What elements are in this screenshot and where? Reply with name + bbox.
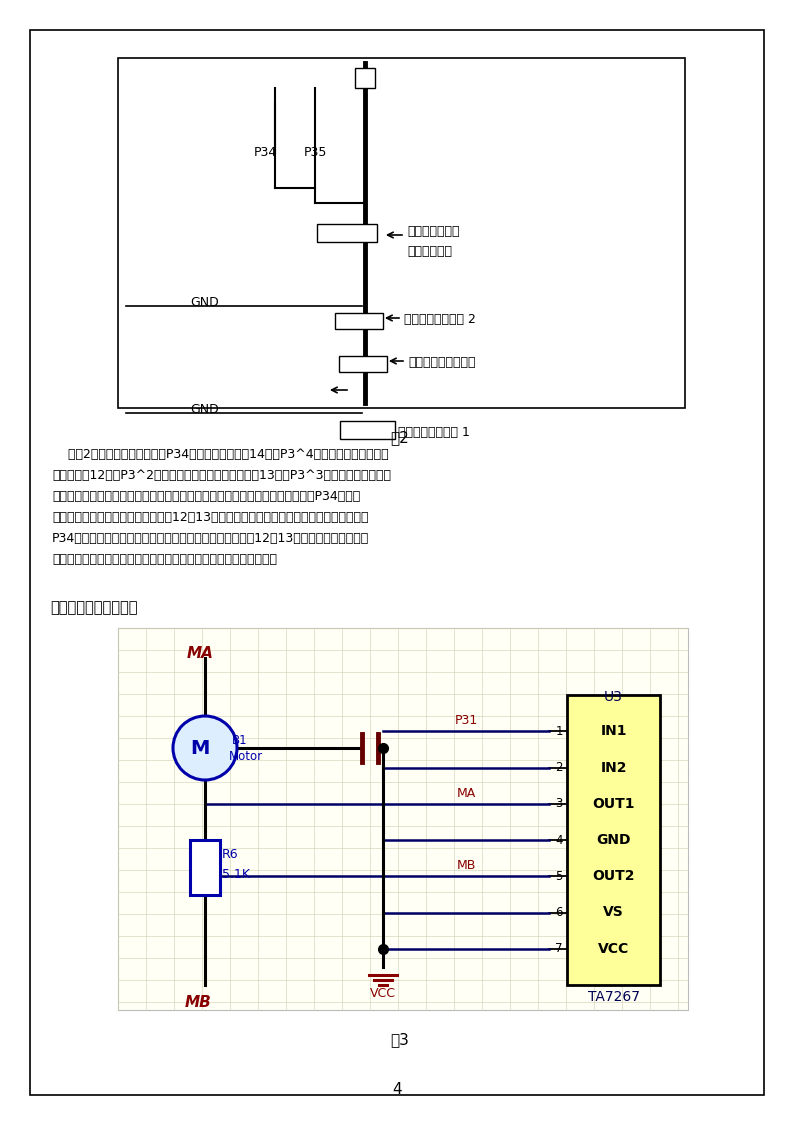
- Text: 与地连通，输入恒为高电平，单片机12和13脚输出为高电平；当水位上升到警戒线以上时，: 与地连通，输入恒为高电平，单片机12和13脚输出为高电平；当水位上升到警戒线以上…: [52, 511, 368, 524]
- Text: P34: P34: [253, 146, 276, 159]
- Text: 4: 4: [392, 1081, 402, 1097]
- Text: P31: P31: [454, 714, 478, 728]
- Text: TA7267: TA7267: [588, 990, 639, 1004]
- Text: IN1: IN1: [600, 724, 626, 738]
- Text: OUT2: OUT2: [592, 869, 634, 884]
- Text: M: M: [191, 739, 210, 758]
- Text: R6: R6: [222, 848, 239, 861]
- Text: U3: U3: [604, 690, 623, 704]
- Text: 源蜂鸣器和发光二极管两端产生电压降，蜂鸣器报警，二极管发光。: 源蜂鸣器和发光二极管两端产生电压降，蜂鸣器报警，二极管发光。: [52, 553, 277, 566]
- Text: 4: 4: [556, 833, 563, 847]
- Circle shape: [173, 716, 237, 780]
- Text: 3: 3: [556, 797, 563, 811]
- Bar: [118, 628, 688, 1010]
- Text: 水泵工作警戒线: 水泵工作警戒线: [407, 225, 460, 238]
- Text: 1: 1: [556, 724, 563, 738]
- Text: 6: 6: [556, 906, 563, 919]
- Text: 图3: 图3: [391, 1032, 410, 1047]
- Text: MA: MA: [457, 787, 476, 800]
- Text: 随水位变动的浮子 1: 随水位变动的浮子 1: [398, 426, 470, 439]
- Text: P35: P35: [303, 146, 326, 159]
- Text: VS: VS: [603, 905, 624, 920]
- Text: MB: MB: [457, 859, 476, 873]
- Text: 警戒线（固定挡板）: 警戒线（固定挡板）: [408, 356, 476, 369]
- Text: 随水位变动的浮子 2: 随水位变动的浮子 2: [404, 313, 476, 326]
- Text: GND: GND: [190, 403, 219, 416]
- Text: 图2: 图2: [391, 430, 410, 445]
- Text: GND: GND: [596, 833, 630, 847]
- Bar: [317, 223, 377, 241]
- Text: 单片机的第12脚（P3^2口，外部中断请求输入端）和第13脚（P3^3口，外部中断请求输: 单片机的第12脚（P3^2口，外部中断请求输入端）和第13脚（P3^3口，外部中…: [52, 469, 391, 482]
- Text: B1: B1: [232, 734, 248, 747]
- Text: 入端）分别接上发光二极管控制电路和蜂鸣器控制电路。当水位低于警戒线时，P34口没有: 入端）分别接上发光二极管控制电路和蜂鸣器控制电路。当水位低于警戒线时，P34口没…: [52, 490, 360, 503]
- Text: 7: 7: [556, 942, 563, 956]
- Text: 如图2所示，连接感应探头的P34端连接单片机的第14脚（P3^4口，数脉冲输入端），: 如图2所示，连接感应探头的P34端连接单片机的第14脚（P3^4口，数脉冲输入端…: [52, 448, 388, 462]
- Bar: [567, 695, 660, 985]
- Text: （三）：自助排水模块: （三）：自助排水模块: [50, 600, 137, 615]
- Text: Motor: Motor: [229, 750, 263, 763]
- Bar: [118, 58, 685, 408]
- Text: OUT1: OUT1: [592, 796, 634, 811]
- Bar: [339, 356, 387, 372]
- Text: （固定挡板）: （固定挡板）: [407, 245, 452, 258]
- Bar: [190, 840, 220, 895]
- Text: GND: GND: [190, 296, 219, 309]
- Text: P34口与地相连，为单片机输入一个低电平，控制单片机的12和13脚输出也为低电平，有: P34口与地相连，为单片机输入一个低电平，控制单片机的12和13脚输出也为低电平…: [52, 532, 369, 545]
- Text: IN2: IN2: [600, 760, 626, 775]
- Text: VCC: VCC: [370, 987, 396, 999]
- Text: MB: MB: [185, 995, 212, 1010]
- Text: 5: 5: [556, 869, 563, 883]
- Bar: [355, 69, 375, 88]
- Text: 2: 2: [556, 761, 563, 774]
- Text: VCC: VCC: [598, 942, 629, 956]
- Bar: [335, 313, 383, 329]
- Bar: [340, 421, 395, 439]
- Text: MA: MA: [187, 646, 214, 661]
- Text: 5.1K: 5.1K: [222, 868, 250, 882]
